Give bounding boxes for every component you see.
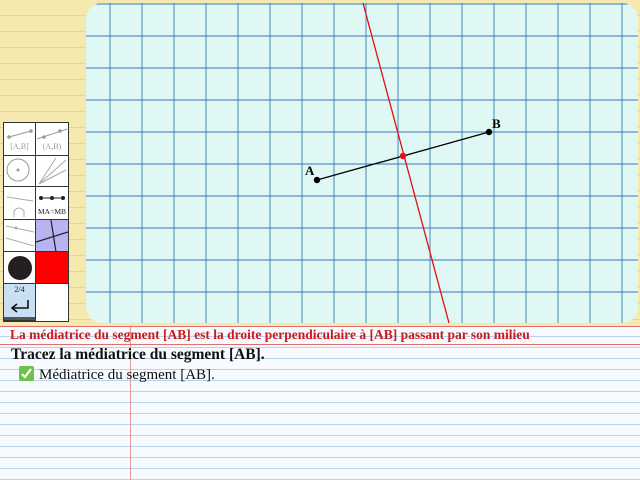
geometry-canvas[interactable]: A B — [86, 3, 638, 323]
circle-tool[interactable] — [4, 156, 36, 187]
checkmark-icon — [19, 366, 34, 381]
color-swatch-red[interactable] — [36, 252, 68, 284]
undo-arrow-icon — [4, 300, 35, 320]
rays-icon — [38, 157, 67, 185]
perpendicular-tool[interactable] — [36, 220, 68, 252]
instruction-text: Tracez la médiatrice du segment [AB]. — [11, 346, 265, 363]
segment-tool[interactable]: [A,B] — [4, 123, 36, 156]
label-point-a: A — [305, 163, 315, 178]
equal-segments-icon — [39, 196, 65, 200]
color-swatch-white[interactable] — [36, 284, 68, 321]
exercise-paper — [0, 326, 640, 480]
definition-red-rule — [0, 344, 640, 345]
page-indicator: 2/4 — [14, 285, 25, 294]
equal-length-tool[interactable]: MA=MB — [36, 187, 68, 220]
black-circle-icon — [8, 256, 32, 280]
point-b[interactable] — [485, 128, 493, 136]
circle-icon — [6, 158, 30, 182]
paper-margin-line — [130, 326, 131, 480]
line-tool-icon — [36, 128, 68, 140]
perpendicular-icon — [36, 220, 68, 251]
grid-svg: A B — [86, 3, 638, 323]
task-item: Médiatrice du segment [AB]. — [19, 366, 215, 384]
line-tool-label: (A,B) — [42, 142, 62, 151]
ray-tool[interactable] — [36, 156, 68, 187]
definition-text: La médiatrice du segment [AB] est la dro… — [10, 327, 530, 342]
midpoint — [399, 152, 407, 160]
perpendicular-bisector[interactable] — [362, 3, 450, 323]
segment-tool-label: [A,B] — [10, 142, 29, 151]
equal-length-label: MA=MB — [38, 207, 66, 216]
line-tool[interactable]: (A,B) — [36, 123, 68, 156]
task-label: Médiatrice du segment [AB]. — [39, 367, 215, 383]
compass-icon — [6, 196, 34, 217]
parallel-lines-icon — [5, 225, 35, 247]
top-red-rule — [0, 326, 640, 327]
segment-tool-icon — [7, 129, 33, 139]
grid-lines — [86, 3, 638, 323]
compass-tool[interactable] — [4, 187, 36, 220]
tool-palette: [A,B] (A,B) MA=MB — [3, 122, 69, 322]
undo-button[interactable]: 2/4 — [4, 284, 36, 321]
point-a[interactable] — [313, 176, 321, 184]
label-point-b: B — [492, 116, 501, 131]
color-swatch-black[interactable] — [4, 252, 36, 284]
parallel-tool[interactable] — [4, 220, 36, 252]
